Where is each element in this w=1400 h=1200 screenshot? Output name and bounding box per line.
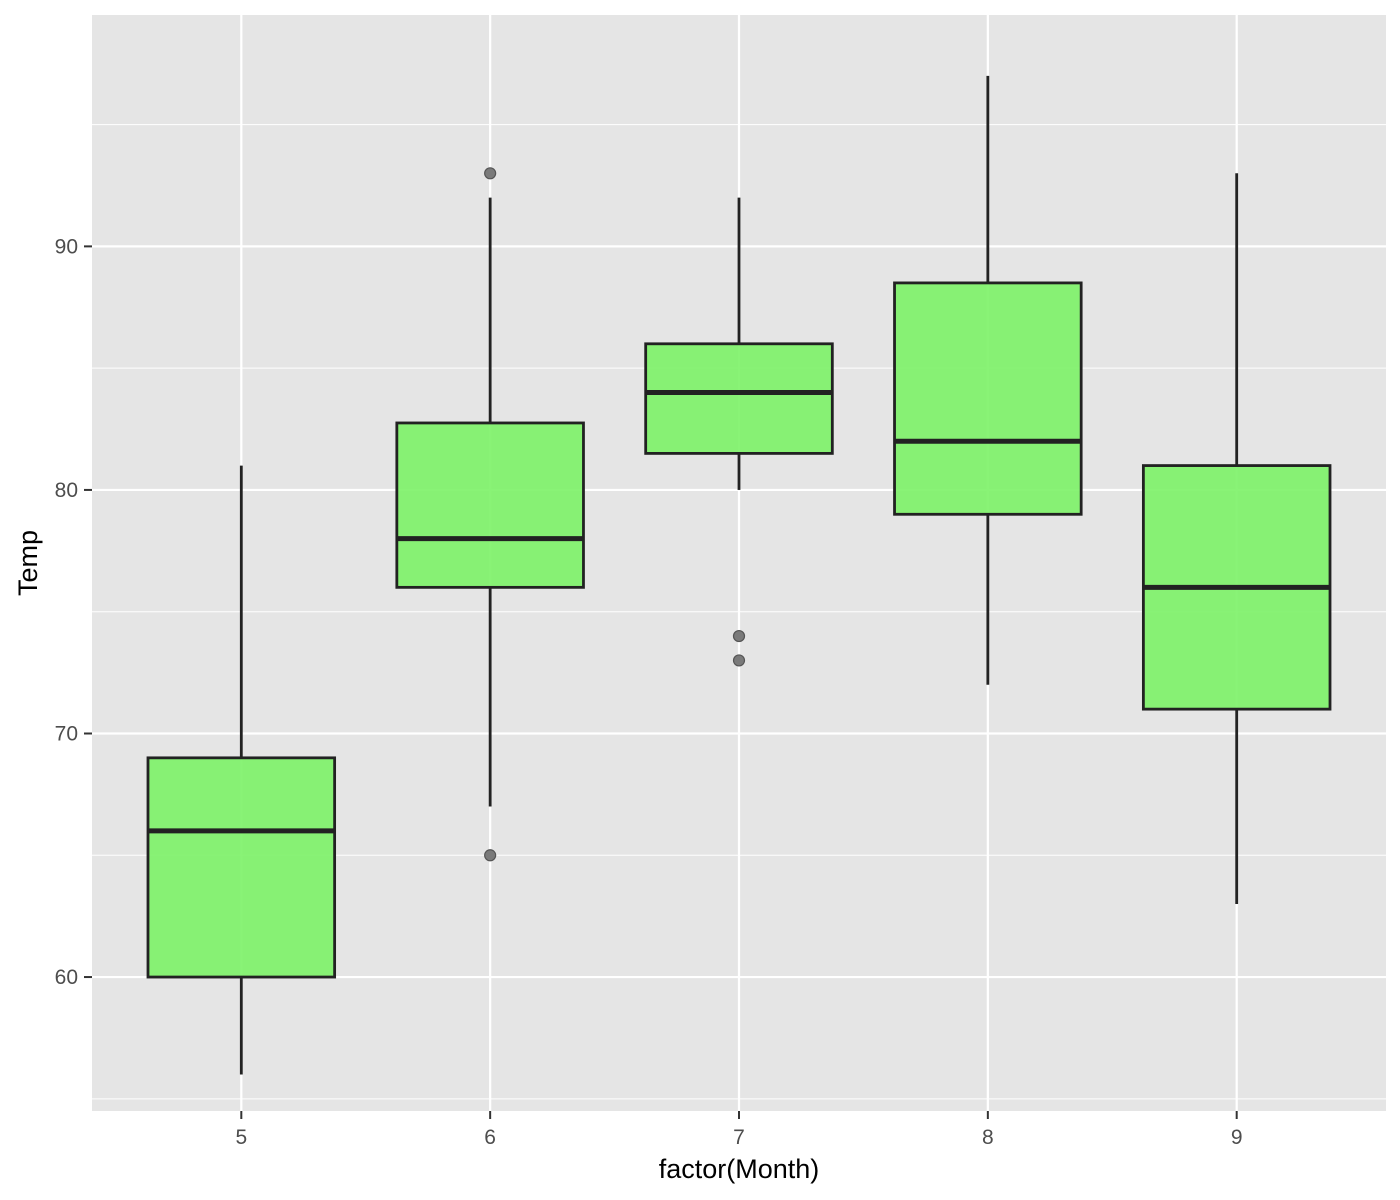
box-body: [146, 756, 337, 979]
outlier-point: [732, 654, 746, 667]
x-tick-label: 8: [982, 1126, 994, 1149]
outlier-point: [732, 629, 746, 643]
box-7: [644, 197, 834, 667]
x-axis: 5 6 7 8 9: [235, 1111, 1243, 1149]
x-tick-label: 5: [235, 1126, 247, 1149]
box-body: [395, 421, 585, 589]
box-9: [1141, 173, 1332, 904]
box-series: [146, 75, 1332, 1075]
box-6: [395, 167, 585, 862]
y-tick-label: 60: [55, 966, 78, 989]
x-axis-title: factor(Month): [659, 1154, 820, 1184]
box-body: [644, 342, 834, 455]
x-tick-label: 6: [484, 1126, 496, 1149]
box-5: [146, 465, 337, 1075]
box-body: [893, 281, 1083, 516]
outlier-point: [484, 167, 497, 180]
x-tick-label: 9: [1231, 1126, 1243, 1149]
y-tick-label: 70: [55, 722, 78, 745]
y-axis-title: Temp: [13, 530, 43, 596]
box-8: [893, 75, 1083, 685]
x-tick-label: 7: [733, 1126, 745, 1149]
y-tick-label: 80: [55, 479, 78, 502]
y-axis: 60 70 80 90: [55, 235, 92, 989]
outlier-point: [484, 849, 497, 862]
y-tick-label: 90: [55, 235, 78, 258]
